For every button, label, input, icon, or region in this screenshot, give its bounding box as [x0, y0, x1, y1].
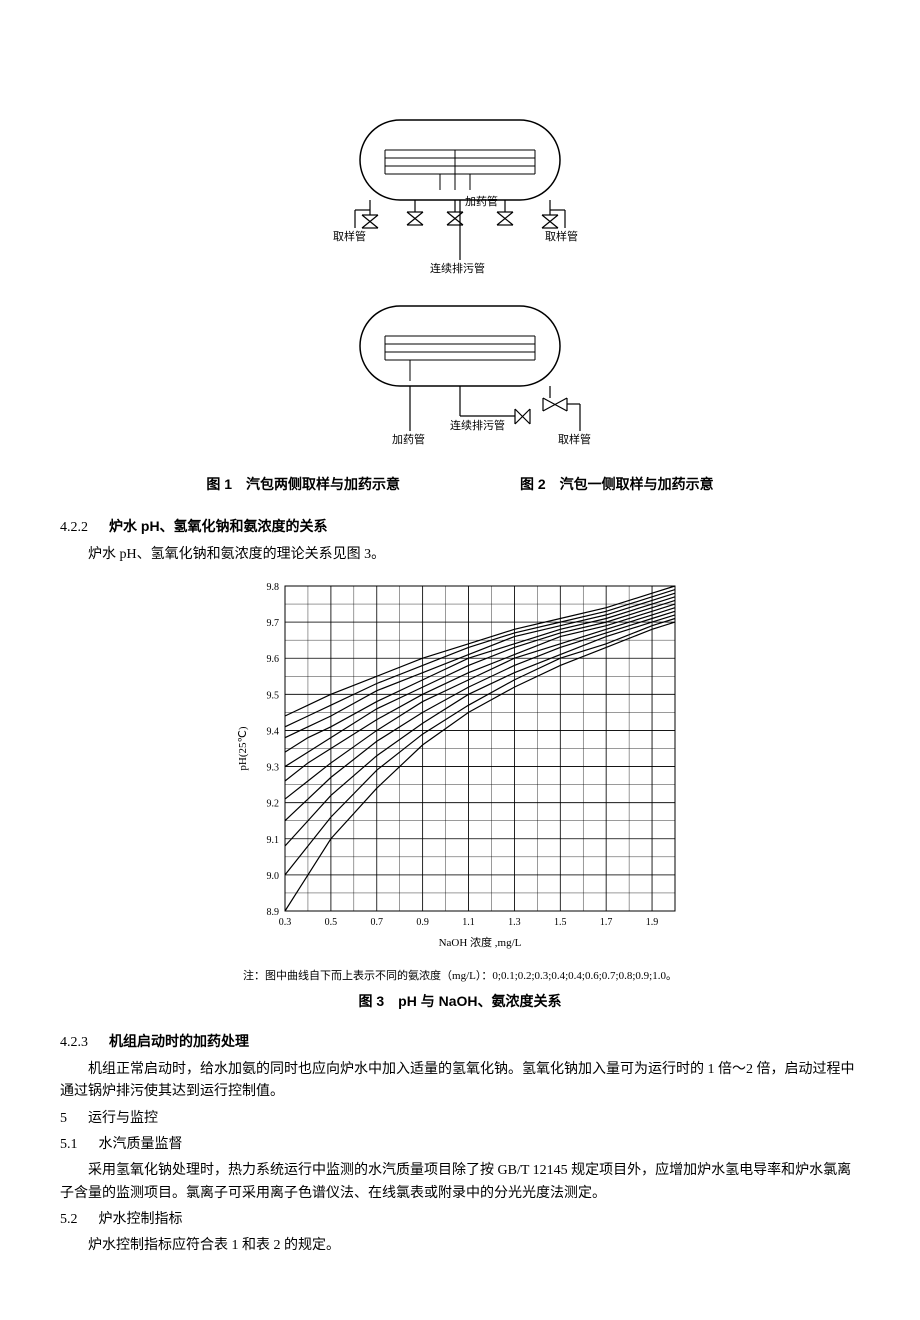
sec-52-heading: 5.2 炉水控制指标	[60, 1209, 860, 1231]
sec-5-heading: 5 运行与监控	[60, 1108, 860, 1130]
sec-5-num: 5	[60, 1111, 67, 1126]
sec-422-body: 炉水 pH、氢氧化钠和氨浓度的理论关系见图 3。	[60, 544, 860, 566]
svg-text:9.6: 9.6	[267, 654, 280, 665]
svg-text:NaOH 浓度 ,mg/L: NaOH 浓度 ,mg/L	[439, 935, 522, 949]
drum-diagram-1: 取样管 取样管 加药管 连续排污管	[300, 100, 620, 280]
sec-52-body: 炉水控制指标应符合表 1 和表 2 的规定。	[60, 1235, 860, 1257]
sec-52-num: 5.2	[60, 1212, 78, 1227]
chart-note: 注：图中曲线自下而上表示不同的氨浓度（mg/L）：0;0.1;0.2;0.3;0…	[60, 968, 860, 986]
sec-5-title: 运行与监控	[88, 1111, 158, 1126]
sec-423-num: 4.2.3	[60, 1035, 88, 1050]
sec-423-title: 机组启动时的加药处理	[109, 1033, 249, 1049]
svg-text:1.3: 1.3	[508, 917, 520, 928]
svg-text:1.7: 1.7	[600, 917, 613, 928]
ph-naoh-chart: 0.3 0.5 0.7 0.9 1.1 1.3 1.5 1.7 1.9 8.9 9.0 9.1 9.2 9…	[230, 576, 690, 956]
svg-text:0.3: 0.3	[279, 917, 292, 928]
sec-423-body: 机组正常启动时，给水加氨的同时也应向炉水中加入适量的氢氧化钠。氢氧化钠加入量可为…	[60, 1059, 860, 1104]
d1-dosing-label: 加药管	[465, 194, 498, 208]
svg-text:9.0: 9.0	[267, 871, 280, 882]
diagram-2-container: 加药管 连续排污管 取样管	[60, 296, 860, 464]
svg-text:1.9: 1.9	[646, 917, 659, 928]
svg-text:9.5: 9.5	[267, 690, 280, 701]
d1-right-sample-label: 取样管	[545, 229, 578, 243]
diagram-1-container: 取样管 取样管 加药管 连续排污管	[60, 100, 860, 288]
svg-text:9.1: 9.1	[267, 835, 280, 846]
sec-51-body: 采用氢氧化钠处理时，热力系统运行中监测的水汽质量项目除了按 GB/T 12145…	[60, 1160, 860, 1205]
svg-text:9.7: 9.7	[267, 618, 280, 629]
sec-51-heading: 5.1 水汽质量监督	[60, 1134, 860, 1156]
d2-sample-label: 取样管	[558, 432, 591, 446]
svg-text:9.4: 9.4	[267, 726, 280, 737]
sec-422-heading: 4.2.2 炉水 pH、氢氧化钠和氨浓度的关系	[60, 515, 860, 539]
svg-text:8.9: 8.9	[267, 907, 280, 918]
chart-note-prefix: 注：图中曲线自下而上表示不同的氨浓度（mg/L）：	[243, 970, 492, 982]
sec-422-title: 炉水 pH、氢氧化钠和氨浓度的关系	[109, 518, 328, 534]
svg-text:9.2: 9.2	[267, 799, 280, 810]
sec-52-title: 炉水控制指标	[99, 1212, 183, 1227]
svg-text:0.7: 0.7	[371, 917, 384, 928]
sec-51-num: 5.1	[60, 1137, 78, 1152]
d2-dosing-label: 加药管	[392, 432, 425, 446]
d2-blowdown-label: 连续排污管	[450, 418, 505, 432]
sec-51-title: 水汽质量监督	[99, 1137, 183, 1152]
svg-text:0.9: 0.9	[416, 917, 429, 928]
diagram-2-caption: 图 2 汽包一侧取样与加药示意	[520, 473, 714, 495]
svg-text:pH(25℃): pH(25℃)	[237, 726, 249, 770]
drum-diagram-2: 加药管 连续排污管 取样管	[300, 296, 620, 456]
svg-text:9.8: 9.8	[267, 582, 280, 593]
svg-text:9.3: 9.3	[267, 763, 280, 774]
sec-423-heading: 4.2.3 机组启动时的加药处理	[60, 1030, 860, 1054]
svg-text:0.5: 0.5	[325, 917, 338, 928]
sec-422-num: 4.2.2	[60, 520, 88, 535]
chart-caption: 图 3 pH 与 NaOH、氨浓度关系	[60, 990, 860, 1012]
diagram-captions: 图 1 汽包两侧取样与加药示意 图 2 汽包一侧取样与加药示意	[60, 473, 860, 495]
svg-text:1.1: 1.1	[462, 917, 475, 928]
d1-left-sample-label: 取样管	[333, 229, 366, 243]
chart-container: 0.3 0.5 0.7 0.9 1.1 1.3 1.5 1.7 1.9 8.9 9.0 9.1 9.2 9…	[60, 576, 860, 964]
chart-note-values: 0;0.1;0.2;0.3;0.4;0.4;0.6;0.7;0.8;0.9;1.…	[492, 970, 677, 982]
svg-text:1.5: 1.5	[554, 917, 567, 928]
diagram-1-caption: 图 1 汽包两侧取样与加药示意	[206, 473, 400, 495]
d1-blowdown-label: 连续排污管	[430, 261, 485, 275]
